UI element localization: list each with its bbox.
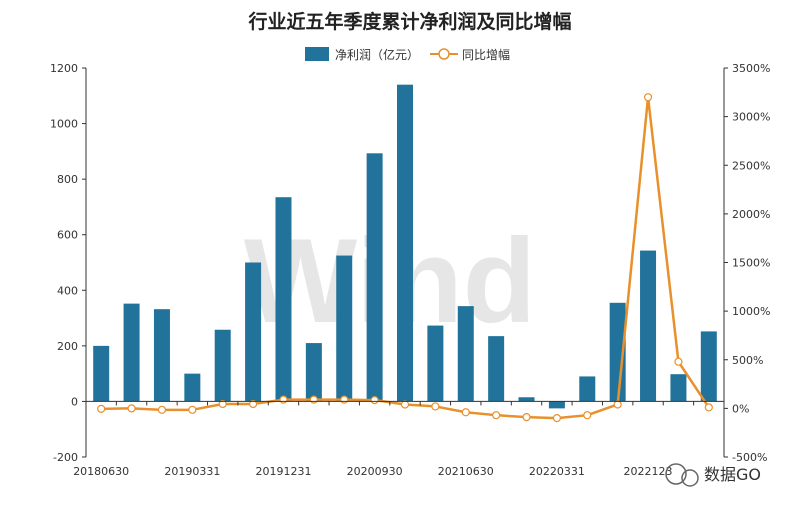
y-left-tick-label: 600 [57, 229, 78, 242]
chat-bubble-icon [665, 463, 687, 485]
watermark-logo: Wind [244, 214, 536, 348]
line-point [400, 400, 410, 409]
y-left-tick-label: 1200 [50, 62, 78, 75]
bar [427, 325, 444, 402]
bar-series [93, 84, 717, 409]
bar [245, 262, 262, 402]
bar [609, 302, 626, 402]
line-point [431, 402, 440, 411]
line-point [583, 411, 592, 420]
line-point [643, 93, 653, 102]
y-right-tick-label: 500% [732, 354, 763, 367]
bar [548, 401, 565, 409]
chat-bubble-small-icon [681, 469, 699, 487]
bar [153, 309, 170, 402]
line-point [279, 395, 288, 404]
bar [518, 397, 535, 402]
x-tick-label: 20190331 [164, 465, 220, 478]
line-point [127, 404, 136, 413]
bar [366, 153, 383, 402]
line-point [613, 400, 622, 409]
y-right-tick-label: 2000% [732, 208, 770, 221]
axes: -200 0 200 400 600 800 1000 1200 -500% 0% 500% 1000… [50, 62, 770, 478]
bar [214, 329, 231, 402]
y-right-tick-label: 3000% [732, 111, 770, 124]
x-tick-label: 20191231 [255, 465, 311, 478]
line-point [492, 411, 501, 420]
y-left-tick-label: 400 [57, 284, 78, 297]
legend: 净利润（亿元） 同比增幅 [305, 47, 510, 62]
bar [336, 255, 353, 402]
bar [275, 197, 292, 402]
line-point [370, 396, 379, 405]
legend-bar-label: 净利润（亿元） [335, 47, 419, 62]
account-watermark: 数据GO [665, 463, 761, 487]
line-point [97, 404, 106, 413]
line-point [188, 405, 197, 414]
y-left-tick-label: 200 [57, 340, 78, 353]
account-name: 数据GO [704, 465, 761, 484]
line-point [248, 399, 258, 409]
bar [670, 374, 687, 402]
y-right-tick-label: 0% [732, 402, 749, 415]
y-right-tick-label: 2500% [732, 159, 770, 172]
y-left-tick-label: -200 [53, 451, 78, 464]
line-point [674, 357, 683, 366]
bar [488, 336, 505, 402]
line-series [97, 93, 713, 423]
legend-bar-swatch [305, 47, 329, 61]
bar [640, 250, 657, 402]
line-point [461, 408, 470, 417]
bar [93, 345, 110, 402]
x-tick-label: 2022123 [624, 465, 673, 478]
line-point [340, 395, 349, 404]
line-point [704, 403, 713, 412]
bar [123, 303, 140, 402]
y-right-tick-label: 3500% [732, 62, 770, 75]
y-right-tick-label: 1500% [732, 257, 770, 270]
bar [700, 331, 717, 402]
y-left-tick-label: 1000 [50, 118, 78, 131]
line-point [552, 414, 562, 423]
x-tick-label: 20200930 [347, 465, 403, 478]
x-tick-label: 20210630 [438, 465, 494, 478]
line-point [522, 413, 531, 422]
legend-line-label: 同比增幅 [462, 47, 510, 62]
line-point [218, 399, 227, 409]
legend-line-marker [438, 48, 450, 60]
bar [305, 343, 322, 402]
bar [579, 376, 596, 402]
y-left-tick-label: 800 [57, 173, 78, 186]
x-tick-label: 20180630 [73, 465, 129, 478]
chart-title: 行业近五年季度累计净利润及同比增幅 [247, 10, 571, 33]
x-tick-label: 20220331 [529, 465, 585, 478]
line-point [157, 405, 167, 414]
y-left-tick-label: 0 [71, 395, 78, 408]
bar [184, 373, 201, 402]
y-right-tick-label: -500% [732, 451, 767, 464]
wind-watermark: Wind [244, 214, 536, 348]
bar [457, 306, 474, 402]
line-point [309, 395, 318, 404]
bar [397, 84, 413, 402]
y-right-tick-label: 1000% [732, 305, 770, 318]
